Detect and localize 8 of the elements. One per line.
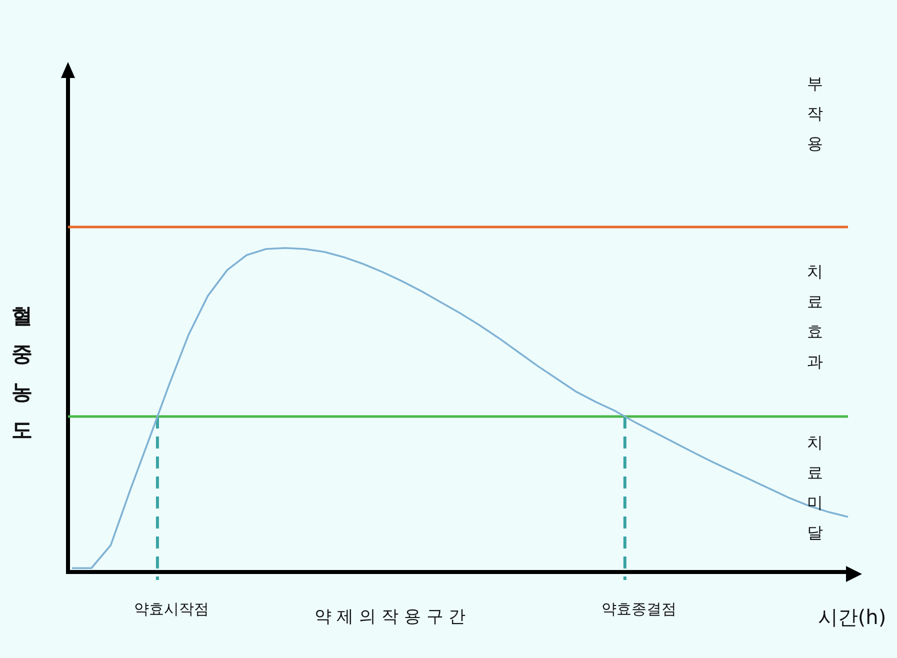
y-axis-title: 혈중농도 [12,304,32,442]
text: 약효종결점 [601,600,676,618]
text: 부작용 [807,74,823,153]
text: 약효시작점 [134,600,209,618]
x-axis-title: 시간(h) [818,605,886,629]
annotation: 치료효과 [807,262,823,371]
text: 약 제 의 작 용 구 간 [314,607,466,627]
annotation: 치료미달 [807,433,823,542]
